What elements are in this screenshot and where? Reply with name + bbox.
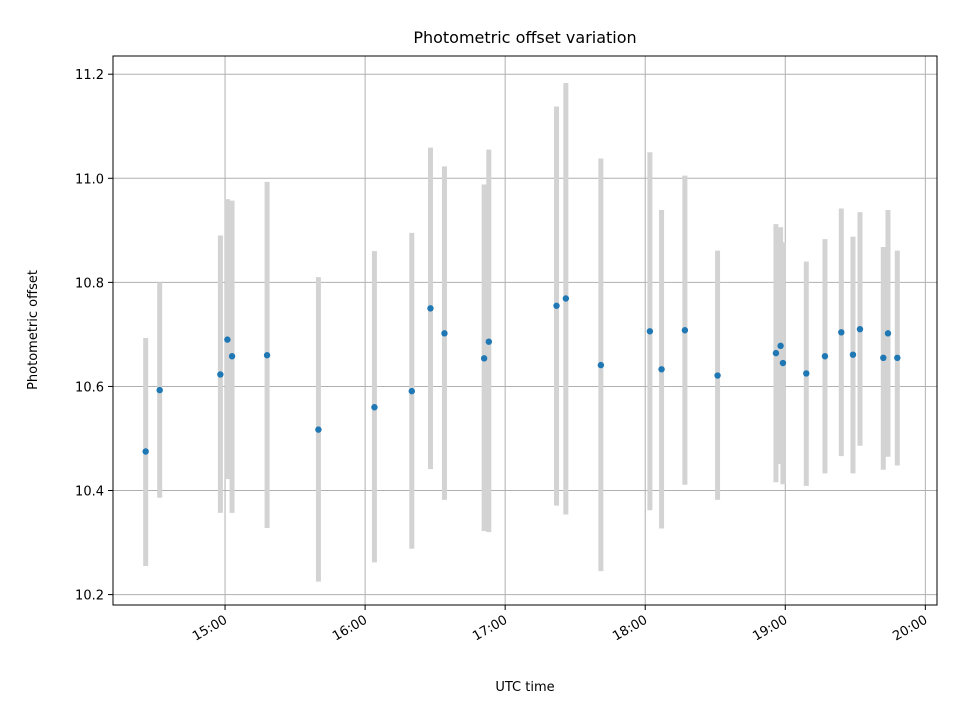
data-point	[821, 353, 829, 360]
data-point	[714, 372, 721, 379]
data-point	[315, 426, 322, 433]
data-point	[658, 366, 665, 373]
data-point	[838, 329, 845, 336]
y-tick-label: 10.8	[75, 276, 104, 291]
data-point	[894, 354, 901, 362]
data-point	[562, 295, 570, 302]
grid-lines	[113, 56, 937, 605]
y-tick-label: 10.2	[75, 589, 104, 604]
data-point	[772, 349, 780, 357]
plot-frame	[112, 55, 938, 606]
data-point	[681, 327, 689, 334]
y-tick-label: 11.2	[75, 68, 104, 83]
data-point	[441, 330, 448, 337]
data-point	[880, 354, 887, 362]
data-point	[408, 387, 415, 395]
data-points	[142, 295, 901, 455]
data-point	[777, 342, 784, 350]
data-point	[884, 330, 892, 337]
y-tick-label: 10.6	[75, 380, 104, 395]
y-axis-label: Photometric offset	[26, 270, 41, 390]
data-point	[224, 336, 231, 343]
data-point	[849, 351, 857, 358]
x-axis-label: UTC time	[495, 680, 554, 695]
data-point	[803, 370, 810, 377]
data-point	[427, 305, 434, 312]
data-point	[856, 325, 864, 333]
data-point	[485, 338, 493, 345]
data-point	[263, 352, 271, 359]
data-point	[371, 404, 378, 411]
data-point	[156, 386, 163, 394]
data-point	[217, 371, 224, 378]
data-point	[646, 328, 654, 335]
data-point	[779, 359, 787, 367]
y-tick-label: 10.4	[75, 485, 104, 500]
data-point	[228, 353, 236, 360]
data-point	[597, 361, 605, 369]
chart-title: Photometric offset variation	[413, 28, 636, 47]
data-point	[553, 302, 560, 309]
y-tick-label: 11.0	[75, 172, 104, 187]
data-point	[142, 448, 149, 455]
y-axis-ticks: 10.2 10.4 10.6 10.8 11.0 11.2	[75, 68, 113, 604]
data-point	[480, 355, 488, 362]
